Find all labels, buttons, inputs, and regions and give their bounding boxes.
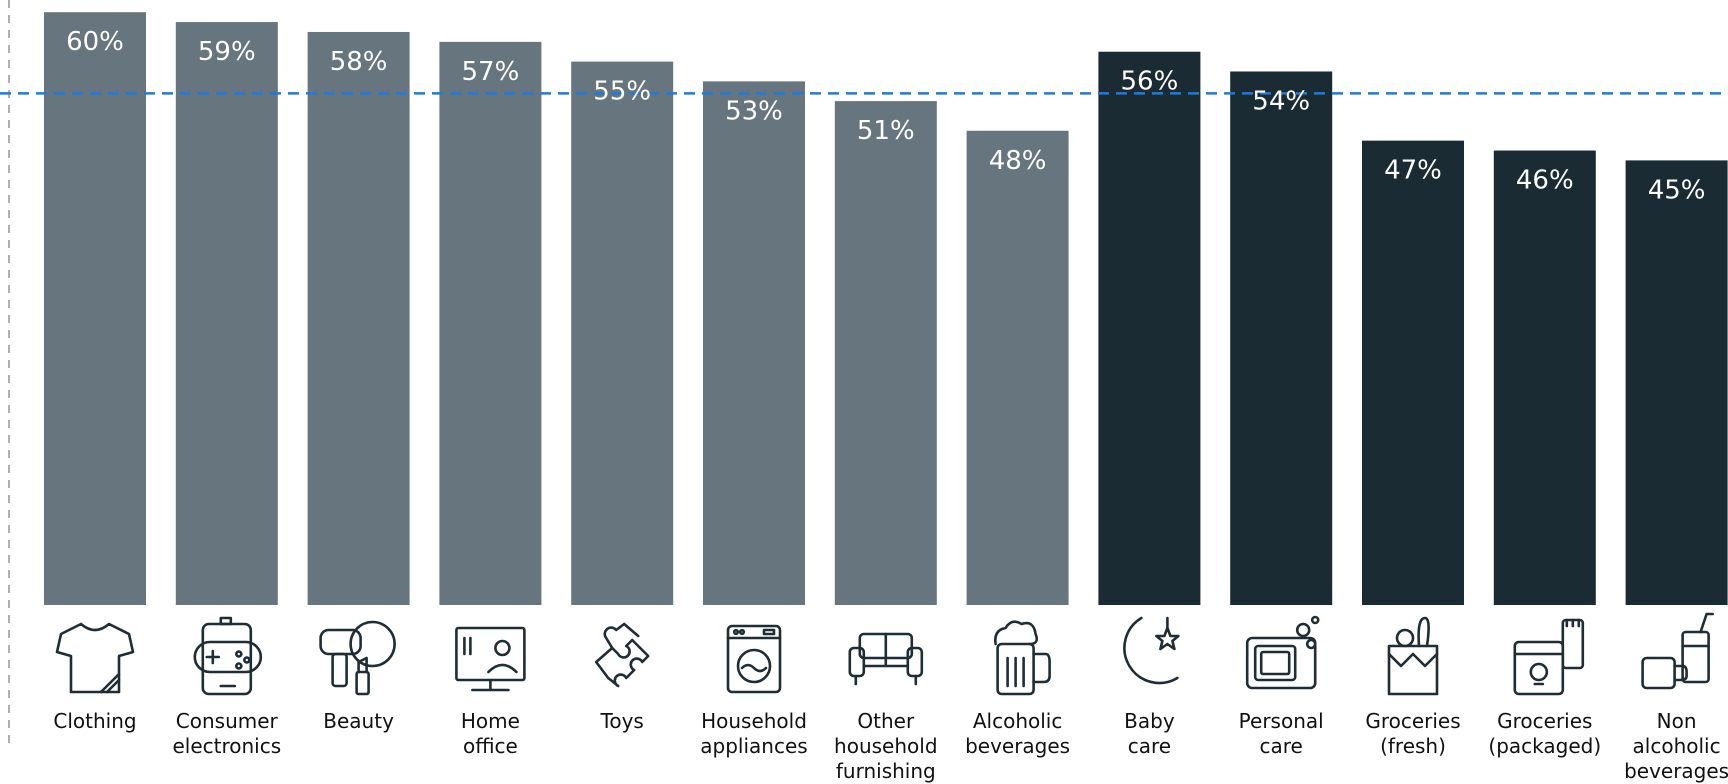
value-label-baby-care: 56%	[1121, 67, 1179, 97]
bar-household-appliances	[703, 81, 805, 606]
category-label-personal-care: Personal care	[1239, 709, 1324, 758]
washing-machine-icon	[726, 624, 782, 694]
bar-baby-care	[1098, 51, 1201, 606]
bar-beauty	[307, 31, 410, 605]
category-label-clothing: Clothing	[53, 709, 136, 733]
bar-groceries-packaged	[1493, 150, 1596, 605]
monitor-person-icon	[455, 626, 526, 692]
microwave-icon	[1245, 615, 1320, 690]
category-label-other-household-furnishing: Other household furnishing	[834, 709, 937, 783]
value-label-consumer-electronics: 59%	[198, 37, 256, 67]
value-label-other-household-furnishing: 51%	[857, 116, 915, 146]
value-label-beauty: 58%	[330, 47, 388, 77]
bar-other-household-furnishing	[834, 101, 937, 606]
bar-groceries-fresh	[1362, 140, 1464, 605]
category-label-alcoholic-beverages: Alcoholic beverages	[965, 709, 1070, 758]
bar-alcoholic-beverages	[966, 130, 1069, 605]
category-label-toys: Toys	[600, 709, 644, 733]
game-controller-phone-icon	[193, 616, 263, 696]
category-label-beauty: Beauty	[323, 709, 394, 733]
bar-clothing	[44, 12, 146, 605]
grocery-bag-icon	[1387, 616, 1439, 696]
category-label-groceries-packaged: Groceries (packaged)	[1488, 709, 1601, 758]
value-label-groceries-fresh: 47%	[1384, 156, 1442, 186]
value-label-household-appliances: 53%	[725, 96, 783, 126]
beer-mug-icon	[994, 620, 1051, 696]
bar-non-alcoholic-beverages	[1625, 160, 1728, 605]
value-label-groceries-packaged: 46%	[1516, 166, 1574, 196]
sofa-icon	[848, 632, 924, 686]
puzzle-icon	[594, 622, 650, 688]
value-label-home-office: 57%	[462, 57, 520, 87]
bar-consumer-electronics	[175, 22, 278, 605]
hair-dryer-lipstick-icon	[319, 620, 396, 696]
value-label-toys: 55%	[593, 77, 651, 107]
value-label-clothing: 60%	[66, 27, 124, 57]
bar-home-office	[439, 41, 542, 605]
moon-star-icon	[1123, 616, 1180, 685]
bar-personal-care	[1230, 71, 1333, 606]
category-label-household-appliances: Household appliances	[700, 709, 807, 758]
category-label-groceries-fresh: Groceries (fresh)	[1365, 709, 1460, 758]
tshirt-icon	[55, 622, 135, 694]
category-label-home-office: Home office	[461, 709, 520, 758]
bar-toys	[571, 61, 674, 606]
value-label-personal-care: 54%	[1252, 86, 1310, 116]
value-label-alcoholic-beverages: 48%	[989, 146, 1047, 176]
packaged-food-icon	[1513, 618, 1585, 696]
cup-drink-icon	[1641, 612, 1714, 690]
category-label-consumer-electronics: Consumer electronics	[172, 709, 281, 758]
category-label-non-alcoholic-beverages: Non alcoholic beverages	[1624, 709, 1728, 783]
category-label-baby-care: Baby care	[1124, 709, 1175, 758]
value-label-non-alcoholic-beverages: 45%	[1648, 175, 1706, 205]
